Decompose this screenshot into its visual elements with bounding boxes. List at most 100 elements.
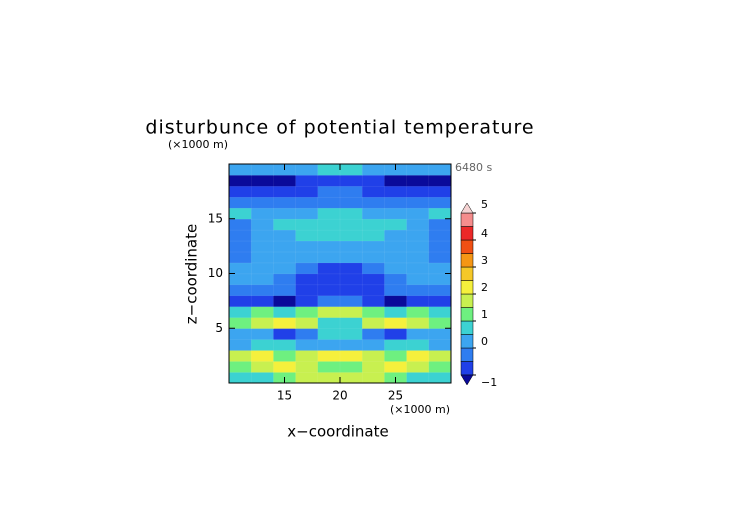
contour-cell	[317, 174, 341, 187]
contour-cell	[250, 163, 275, 176]
contour-cell	[273, 360, 297, 373]
contour-cell	[228, 251, 252, 264]
contour-cell	[228, 218, 252, 231]
colorbar-bin	[460, 253, 474, 268]
contour-cell	[250, 262, 275, 275]
contour-cell	[228, 196, 252, 209]
annotation: 6480 s	[455, 161, 492, 174]
contour-cell	[295, 306, 319, 318]
contour-cell	[295, 163, 319, 176]
contour-cell	[273, 251, 297, 264]
contour-cell	[250, 207, 275, 220]
contour-cell	[295, 360, 319, 373]
contour-cell	[384, 360, 408, 373]
contour-cell	[295, 273, 319, 286]
colorbar-over	[460, 202, 474, 214]
contour-cell	[384, 196, 408, 209]
contour-cell	[361, 349, 386, 362]
contour-cell	[295, 174, 319, 187]
contour-cell	[295, 317, 319, 329]
contour-cell	[228, 338, 252, 351]
contour-cell	[406, 273, 430, 286]
contour-cell	[228, 306, 252, 318]
contour-cell	[361, 218, 386, 231]
contour-cell	[295, 196, 319, 209]
contour-cell	[406, 284, 430, 297]
colorbar-bin	[460, 320, 474, 335]
contour-cell	[273, 218, 297, 231]
contour-cell	[295, 207, 319, 220]
contour-cell	[384, 218, 408, 231]
contour-cell	[428, 207, 452, 220]
contour-cell	[228, 284, 252, 297]
contour-cell	[428, 185, 452, 198]
contour-cell	[339, 317, 363, 329]
contour-cell	[228, 317, 252, 329]
contour-cell	[295, 295, 319, 307]
contour-cell	[361, 306, 386, 318]
contour-cell	[428, 284, 452, 297]
contour-cell	[339, 349, 363, 362]
contour-cell	[384, 262, 408, 275]
contour-cell	[361, 262, 386, 275]
contour-cell	[273, 207, 297, 220]
contour-cell	[406, 196, 430, 209]
contour-cell	[339, 273, 363, 286]
contour-cell	[317, 229, 341, 242]
contour-cell	[228, 262, 252, 275]
contour-cell	[317, 207, 341, 220]
contour-cell	[361, 240, 386, 253]
contour-cell	[406, 185, 430, 198]
contour-cell	[339, 262, 363, 275]
contour-cell	[361, 284, 386, 297]
contour-cell	[339, 306, 363, 318]
contour-cell	[228, 360, 252, 373]
y-tick-label: 15	[208, 211, 223, 225]
contour-cell	[384, 284, 408, 297]
contour-cell	[317, 218, 341, 231]
contour-cell	[406, 317, 430, 329]
contour-cell	[295, 338, 319, 351]
colorbar-bin	[460, 239, 474, 254]
contour-cell	[228, 349, 252, 362]
contour-cell	[361, 317, 386, 329]
contour-cell	[428, 218, 452, 231]
colorbar-tick-label: 0	[481, 335, 488, 348]
contour-cell	[406, 262, 430, 275]
contour-cell	[317, 349, 341, 362]
contour-cell	[406, 295, 430, 307]
colorbar-bin	[460, 361, 474, 376]
contour-cell	[228, 207, 252, 220]
contour-cell	[273, 273, 297, 286]
contour-cell	[250, 196, 275, 209]
colorbar-bin	[460, 334, 474, 349]
contour-cell	[361, 328, 386, 340]
contour-cell	[339, 240, 363, 253]
colorbar-tick-label: −1	[481, 376, 497, 389]
contour-cell	[295, 251, 319, 264]
chart-title: disturbunce of potential temperature	[145, 117, 534, 139]
contour-cell	[361, 251, 386, 264]
contour-cell	[361, 185, 386, 198]
contour-cell	[228, 229, 252, 242]
contour-cell	[250, 306, 275, 318]
contour-cell	[428, 163, 452, 176]
contour-cell	[406, 338, 430, 351]
contour-cell	[384, 328, 408, 340]
contour-cell	[361, 295, 386, 307]
contour-cell	[295, 349, 319, 362]
colorbar-bin	[460, 347, 474, 362]
contour-cell	[250, 218, 275, 231]
contour-cell	[228, 295, 252, 307]
contour-cell	[361, 207, 386, 220]
contour-cell	[273, 196, 297, 209]
contour-cell	[317, 196, 341, 209]
contour-cell	[295, 371, 319, 384]
contour-cell	[317, 163, 341, 176]
contour-cell	[250, 229, 275, 242]
contour-cell	[339, 328, 363, 340]
contour-cell	[339, 229, 363, 242]
contour-cell	[339, 207, 363, 220]
contour-cell	[406, 174, 430, 187]
colorbar-tick-label: 3	[481, 254, 488, 267]
